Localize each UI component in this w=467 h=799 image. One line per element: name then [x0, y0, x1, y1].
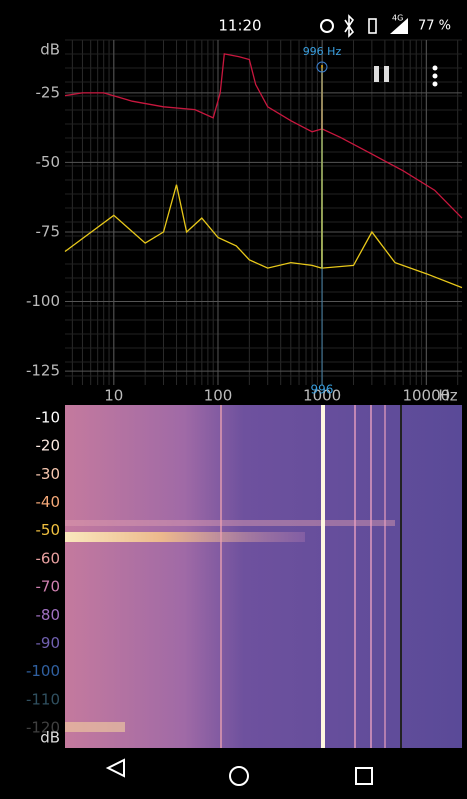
scale-label: -90 [36, 634, 61, 652]
scale-label: -100 [26, 662, 60, 680]
cursor-label: 996 Hz [303, 45, 342, 58]
scale-label: -60 [36, 549, 61, 567]
screen: 11:20 4G 77 % -25-50-75-100-125101001000… [0, 0, 467, 799]
spectrogram-band [65, 722, 125, 732]
spectrogram-image [65, 405, 462, 748]
x-tick-label: 10 [104, 387, 123, 405]
cursor-axis-label: 996 [311, 383, 334, 397]
pause-bar[interactable] [374, 66, 379, 82]
scale-label: -110 [26, 690, 60, 708]
y-tick-label: -50 [36, 153, 61, 171]
spectrogram-line [400, 405, 402, 748]
menu-dot[interactable] [433, 82, 438, 87]
y-unit: dB [40, 41, 60, 59]
clock: 11:20 [218, 17, 261, 35]
spectrogram-line [354, 405, 356, 748]
spectrogram-band [65, 532, 305, 542]
battery-level: 77 % [418, 19, 451, 34]
spectrogram-line [384, 405, 386, 748]
menu-dot[interactable] [433, 66, 438, 71]
spectrogram-line [370, 405, 372, 748]
spectrogram-band [65, 520, 395, 526]
y-tick-label: -25 [36, 83, 61, 101]
y-tick-label: -100 [26, 292, 60, 310]
spectrogram-line [220, 405, 222, 748]
y-tick-label: -125 [26, 362, 60, 380]
y-tick-label: -75 [36, 222, 61, 240]
scale-label: -10 [36, 409, 61, 427]
scale-label: -20 [36, 437, 61, 455]
scale-label: -40 [36, 493, 61, 511]
page: 11:20 4G 77 % -25-50-75-100-125101001000… [0, 0, 467, 799]
scale-label: -70 [36, 578, 61, 596]
spectrum-plot [65, 40, 462, 385]
scale-unit: dB [40, 729, 60, 747]
x-unit: Hz [438, 387, 457, 405]
pause-bar[interactable] [384, 66, 389, 82]
scale-label: -50 [36, 521, 61, 539]
scale-label: -80 [36, 606, 61, 624]
network-type: 4G [392, 14, 403, 23]
spectrogram-peak [321, 405, 325, 748]
scale-label: -30 [36, 465, 61, 483]
x-tick-label: 100 [204, 387, 233, 405]
menu-dot[interactable] [433, 74, 438, 79]
